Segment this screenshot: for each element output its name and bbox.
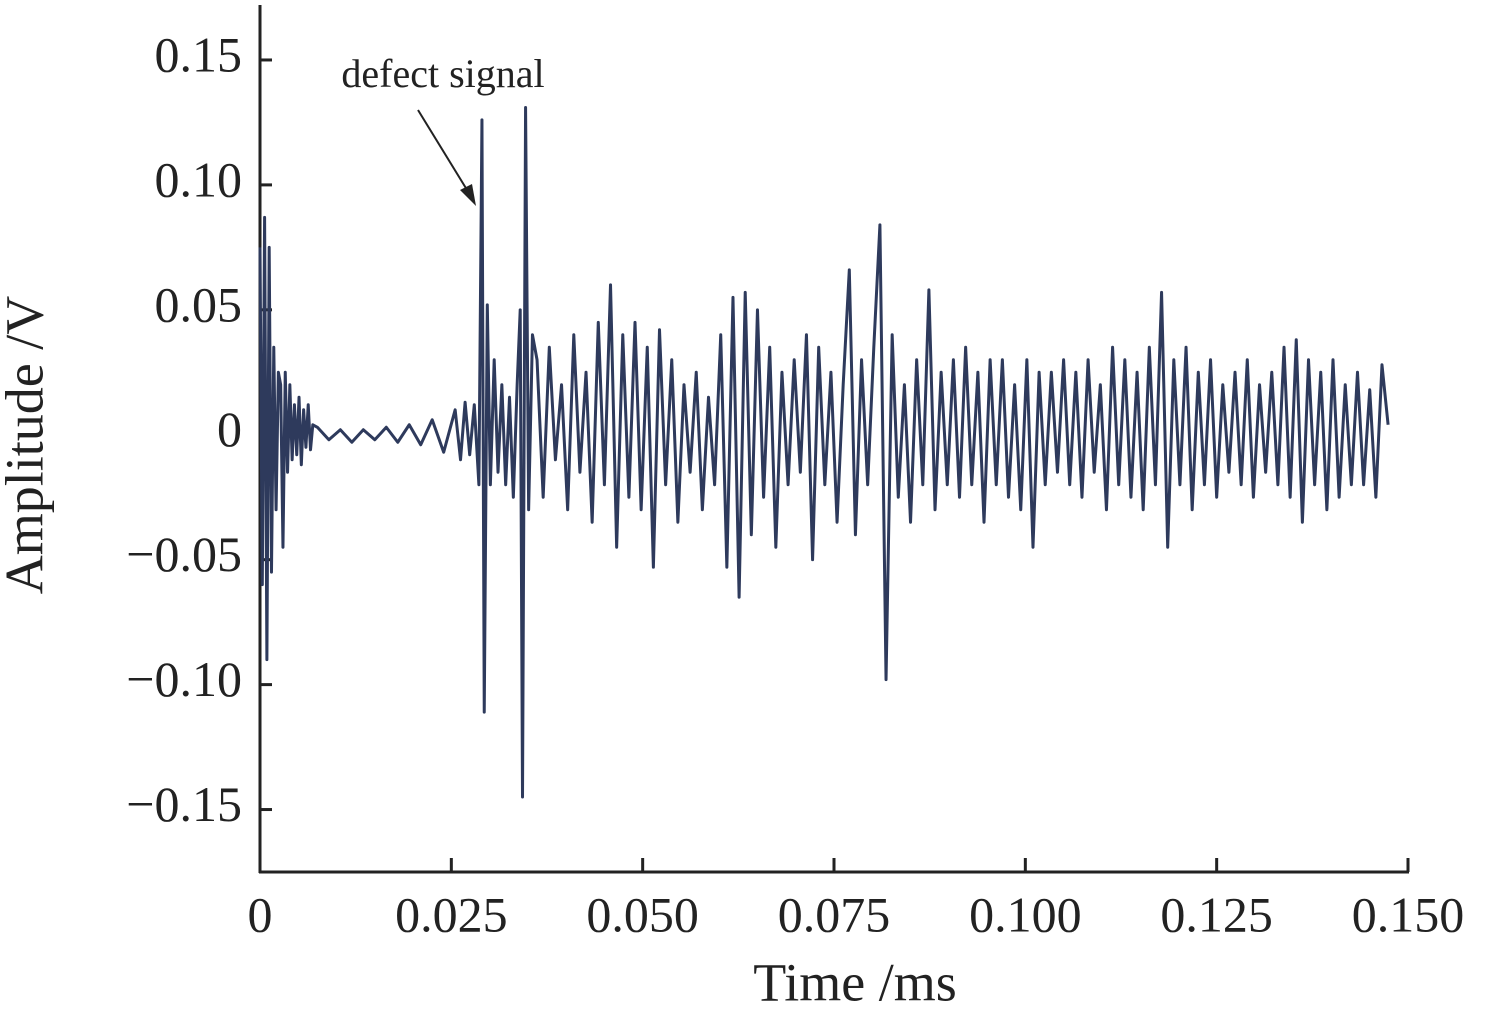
- x-tick-label: 0.075: [778, 886, 891, 942]
- signal-line: [258, 105, 1390, 799]
- annotation-arrowhead: [460, 184, 476, 206]
- y-tick-label: 0.15: [155, 26, 243, 82]
- x-tick-label: 0.100: [969, 886, 1082, 942]
- x-axis-label: Time /ms: [753, 952, 957, 1012]
- y-tick-label: 0.05: [155, 276, 243, 332]
- y-tick-label: −0.15: [126, 776, 242, 832]
- y-tick-label: −0.10: [126, 651, 242, 707]
- y-axis-label: Amplitude /V: [0, 296, 54, 594]
- annotation: defect signal: [341, 51, 544, 96]
- y-tick-label: −0.05: [126, 526, 242, 582]
- x-tick-label: 0.125: [1160, 886, 1273, 942]
- x-tick-label: 0.050: [586, 886, 699, 942]
- y-tick-label: 0.10: [155, 151, 243, 207]
- y-tick-label: 0: [217, 401, 242, 457]
- x-tick-label: 0.150: [1352, 886, 1465, 942]
- annotation-arrow: [417, 109, 473, 199]
- x-tick-label: 0: [248, 886, 273, 942]
- x-tick-label: 0.025: [395, 886, 508, 942]
